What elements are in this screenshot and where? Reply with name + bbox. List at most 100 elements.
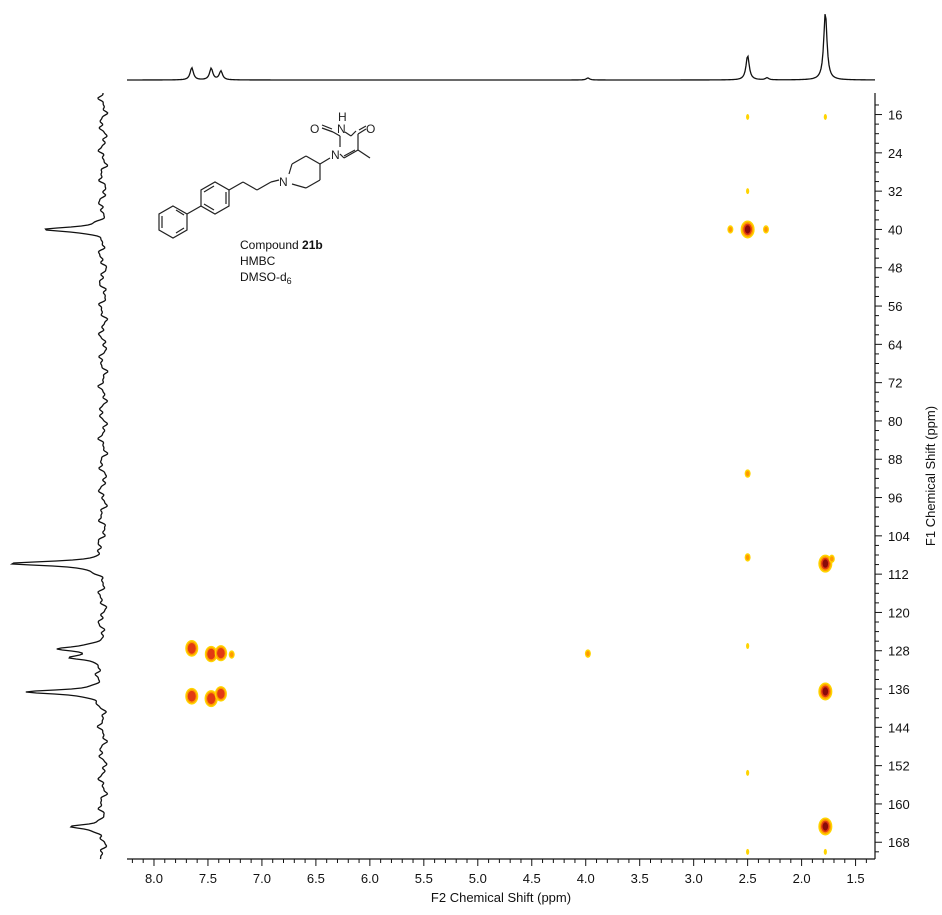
pyrimidine-bond — [339, 153, 345, 159]
cross-peak — [823, 113, 827, 120]
y-tick-label: 168 — [888, 835, 910, 850]
ring-double-bond — [175, 209, 185, 216]
piperidine-bond — [291, 183, 307, 189]
cross-peak — [740, 220, 755, 239]
x-tick-label: 5.0 — [469, 871, 487, 886]
cross-peak — [185, 639, 199, 657]
y-tick-label: 32 — [888, 184, 902, 199]
cross-peak-contour — [822, 822, 829, 831]
y-tick-label: 72 — [888, 376, 902, 391]
cross-peak — [818, 682, 833, 701]
ethyl-bond — [256, 181, 272, 191]
y-tick-label: 64 — [888, 337, 902, 352]
piperidine-bond — [288, 163, 293, 175]
atom-label-o2: O — [310, 122, 319, 136]
cross-peak — [744, 469, 751, 478]
cross-peak-contour — [744, 225, 751, 234]
cross-peak-contour — [746, 113, 750, 120]
ethyl-bond — [270, 179, 280, 183]
cross-peak — [746, 188, 750, 195]
cross-peak-contour — [745, 471, 750, 477]
biaryl-bond — [186, 205, 202, 215]
cross-peak — [762, 225, 769, 234]
y-tick-label: 120 — [888, 605, 910, 620]
experiment-label: HMBC — [240, 254, 276, 268]
cross-peak — [828, 554, 835, 564]
y-tick-label: 152 — [888, 759, 910, 774]
ring-double-bond — [203, 203, 215, 211]
phenyl-ring-right — [200, 181, 230, 215]
cross-peak — [823, 848, 827, 855]
cross-peak-contour — [745, 554, 750, 560]
cross-peak-contour — [830, 556, 834, 562]
cross-peak-contour — [207, 693, 216, 705]
carbonyl-double-bond — [321, 124, 333, 130]
molecule-atom-labels: N N N H O O — [279, 110, 375, 189]
y-tick-label: 112 — [888, 567, 909, 582]
cross-peak — [818, 817, 833, 836]
cross-peak — [214, 645, 228, 662]
carbonyl-bond — [357, 128, 367, 135]
cross-peaks — [185, 113, 835, 855]
cross-peak-contour — [746, 848, 750, 855]
x-tick-label: 6.5 — [307, 871, 325, 886]
x-tick-label: 4.5 — [523, 871, 541, 886]
solvent-base: DMSO-d — [240, 270, 287, 284]
y-tick-label: 128 — [888, 644, 910, 659]
atom-label-n-piperidine: N — [279, 175, 288, 189]
ring-double-bond — [203, 185, 215, 193]
cross-peak-contour — [746, 769, 750, 776]
cross-peak — [584, 649, 591, 658]
pyrimidine-bond — [332, 131, 341, 137]
x-tick-label: 3.0 — [685, 871, 703, 886]
ethyl-bond — [242, 181, 258, 191]
methyl-bond — [357, 149, 371, 159]
x-tick-label: 6.0 — [361, 871, 379, 886]
y-tick-label: 88 — [888, 452, 902, 467]
cross-peak — [228, 650, 235, 659]
x-tick-label: 7.5 — [199, 871, 217, 886]
cross-peak-contour — [217, 647, 225, 659]
cross-peak — [746, 848, 750, 855]
pyrimidine-bond — [343, 149, 359, 159]
x-axis: 8.0 7.5 7.0 6.5 6.0 5.5 5.0 4.5 4.0 3.5 3.0 2.5 2.0 1… — [131, 859, 867, 886]
x-axis-label: F2 Chemical Shift (ppm) — [431, 890, 571, 905]
cross-peak-contour — [728, 226, 733, 233]
cross-peak — [727, 225, 734, 234]
cross-peak-contour — [229, 651, 234, 658]
cross-peak-contour — [217, 688, 225, 699]
cross-peak — [204, 690, 218, 708]
solvent-label: DMSO-d6 — [240, 270, 292, 286]
y-tick-label: 160 — [888, 797, 910, 812]
cross-peak-contour — [187, 690, 196, 702]
cross-peak-contour — [823, 113, 827, 120]
cross-peak — [204, 645, 218, 663]
cross-peak — [744, 553, 751, 562]
compound-id: 21b — [302, 238, 323, 252]
atom-label-n1: N — [331, 148, 340, 162]
y-axis: 16 24 32 40 48 56 64 72 80 88 96 104 112 120 128 136 144… — [875, 104, 910, 853]
ethyl-bond — [228, 181, 244, 191]
x-tick-label: 8.0 — [145, 871, 163, 886]
phenyl-ring-left — [158, 205, 188, 239]
y-tick-label: 48 — [888, 261, 902, 276]
carbonyl-bond — [321, 127, 334, 133]
compound-label: Compound 21b — [240, 238, 323, 252]
n-c-bond — [319, 157, 331, 165]
piperidine-bond — [291, 155, 307, 165]
atom-label-o4: O — [366, 122, 375, 136]
cross-peak-contour — [764, 226, 768, 233]
cross-peak-contour — [187, 642, 196, 654]
y-tick-label: 96 — [888, 491, 902, 506]
y-tick-label: 104 — [888, 529, 910, 544]
f1-projection-trace — [9, 92, 109, 860]
x-tick-label: 4.0 — [577, 871, 595, 886]
pyrimidine-double-bond — [343, 149, 356, 157]
ring-double-bond — [175, 227, 185, 234]
cross-peak — [214, 686, 227, 702]
x-tick-label: 3.5 — [631, 871, 649, 886]
y-tick-label: 16 — [888, 108, 902, 123]
cross-peak — [746, 769, 750, 776]
